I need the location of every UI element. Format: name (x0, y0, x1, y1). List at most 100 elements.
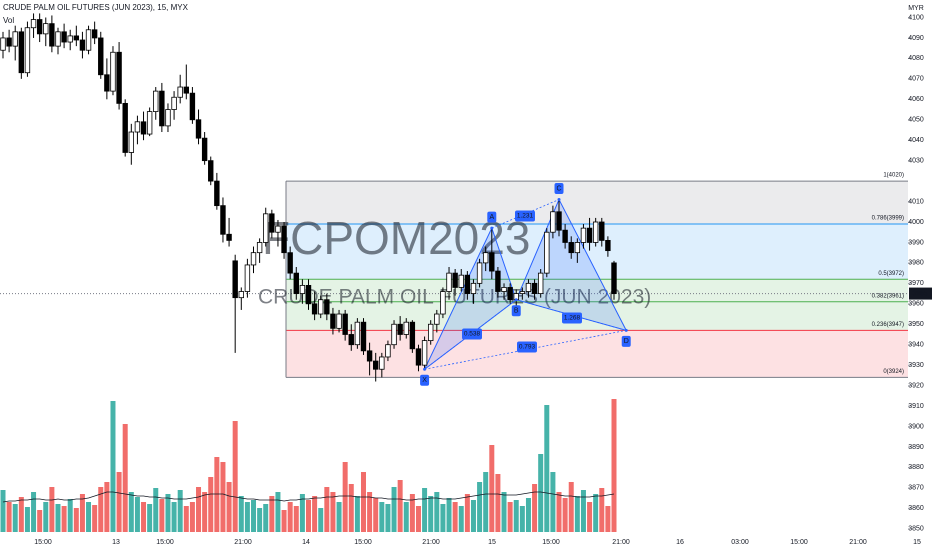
ratio-label: 1.231 (517, 213, 534, 220)
x-tick-label: 21:00 (422, 539, 440, 546)
volume-bar (24, 507, 30, 532)
chart-title: CRUDE PALM OIL FUTURES (JUN 2023), 15, M… (3, 3, 189, 12)
candle-body (275, 225, 281, 233)
currency: MYR (908, 5, 924, 12)
candle-body (403, 321, 409, 335)
volume-bar (513, 500, 519, 532)
candle-body (342, 313, 348, 335)
candle-body (568, 242, 574, 254)
candle-body (226, 233, 232, 241)
fib-zone (286, 301, 908, 331)
candle-body (293, 272, 299, 294)
volume-bar (599, 488, 605, 532)
volume-bar (385, 504, 391, 532)
candle-body (409, 321, 416, 350)
volume-bar (354, 496, 360, 532)
volume-bar (403, 502, 409, 532)
volume-bar (587, 502, 593, 532)
candle-body (574, 242, 581, 254)
y-tick-label: 3910 (908, 403, 924, 410)
volume-bar (116, 472, 122, 532)
volume-bar (98, 487, 104, 532)
candle-body (489, 252, 495, 272)
candle-body (183, 86, 189, 94)
volume-bar (171, 502, 177, 532)
volume-bar (202, 492, 208, 532)
candle-body (85, 29, 92, 51)
pattern-label-box (420, 374, 430, 386)
candle-body (263, 213, 269, 243)
y-tick-label: 3960 (908, 301, 924, 308)
y-tick-label: 3880 (908, 464, 924, 471)
candle-body (464, 274, 471, 294)
candle-body (458, 274, 464, 288)
volume-bar (31, 492, 37, 532)
y-tick-label: 3900 (908, 423, 924, 430)
volume-bar (538, 454, 544, 532)
candle-body (519, 291, 526, 294)
pattern-label: D (624, 338, 629, 345)
fib-label: 0.786(3999) (872, 216, 904, 222)
candle-body (537, 272, 544, 294)
candle-body (61, 31, 67, 43)
candle-body (30, 19, 37, 29)
candle-body (556, 211, 562, 231)
candle-body (476, 262, 483, 284)
last-price-label: 3965 (912, 290, 928, 297)
candle-body (605, 240, 611, 252)
pattern-label: B (514, 308, 519, 315)
volume-bar (37, 510, 43, 532)
ratio-box (515, 210, 535, 222)
volume-bar (134, 497, 140, 532)
candle-body (153, 90, 159, 112)
candle-body (318, 299, 324, 315)
x-tick-label: 21:00 (612, 539, 630, 546)
candle-body (415, 348, 422, 366)
last-price-box (909, 287, 932, 300)
y-tick-label: 4100 (908, 14, 924, 21)
volume-bar (483, 472, 489, 532)
candle-body (434, 313, 440, 325)
y-tick-label: 3970 (908, 280, 924, 287)
candle-body (299, 284, 306, 294)
volume-bar (489, 445, 495, 532)
volume-bar (189, 502, 195, 532)
y-tick-label: 4040 (908, 137, 924, 144)
volume-bar (275, 492, 281, 532)
volume-bar (196, 487, 202, 532)
y-tick-label: 3890 (908, 444, 924, 451)
volume-bar (379, 502, 385, 532)
candle-body (580, 227, 587, 243)
volume-bar (306, 500, 311, 532)
candle-body (525, 282, 532, 292)
candle-body (470, 282, 477, 294)
volume-bar (562, 498, 568, 532)
volume-bar (525, 498, 531, 532)
ratio-label: 0.793 (519, 344, 536, 351)
candle-body (55, 31, 61, 47)
volume-bar (281, 510, 287, 532)
candle-body (501, 287, 507, 292)
candle-body (159, 90, 165, 127)
volume-bar (165, 494, 171, 532)
pattern-label-box (511, 305, 521, 317)
pattern-label: C (556, 185, 561, 192)
y-tick-label: 4000 (908, 219, 924, 226)
candle-body (189, 92, 196, 121)
candle-body (232, 260, 238, 299)
volume-bar (593, 494, 599, 532)
volume-bar (287, 502, 293, 532)
candle-body (391, 323, 397, 346)
candle-body (373, 360, 379, 370)
volume-bar (452, 502, 458, 532)
volume-bar (104, 482, 110, 532)
volume-bar (43, 502, 49, 532)
volume-bar (611, 399, 617, 532)
candle-body (269, 213, 275, 233)
y-tick-label: 3990 (908, 239, 924, 246)
candle-body (140, 121, 147, 135)
volume-bar (568, 482, 574, 532)
candle-body (250, 252, 257, 266)
candle-body (550, 211, 556, 233)
volume-bar (226, 482, 232, 532)
